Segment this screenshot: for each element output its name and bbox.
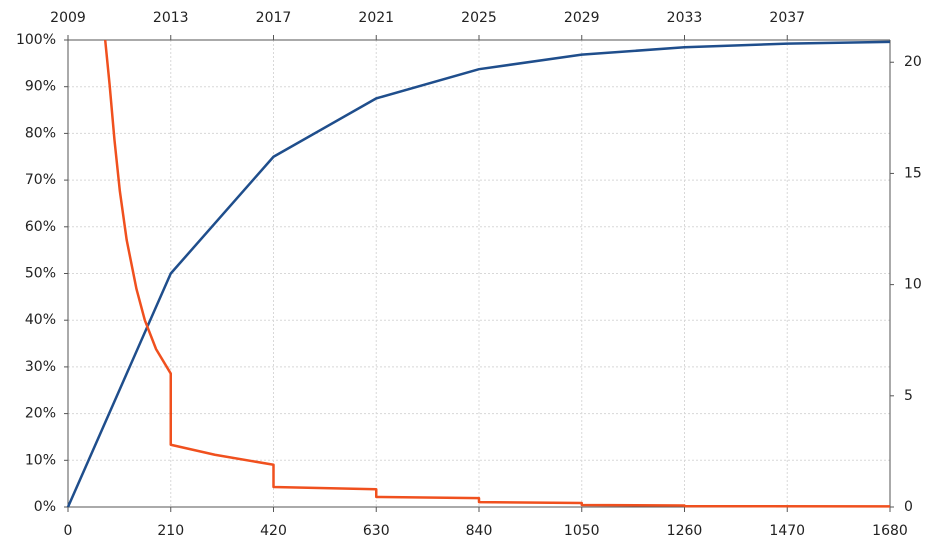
series-line bbox=[103, 39, 891, 508]
y2-tick-label: 15 bbox=[904, 165, 922, 181]
x-tick-label: 1470 bbox=[769, 523, 805, 539]
y-tick-label: 0% bbox=[34, 499, 56, 515]
y-tick-label: 100% bbox=[16, 32, 56, 48]
x2-tick-label: 2029 bbox=[564, 10, 600, 26]
y-tick-label: 50% bbox=[25, 266, 56, 282]
y-tick-label: 70% bbox=[25, 172, 56, 188]
series-line bbox=[66, 40, 891, 508]
x-tick-label: 1680 bbox=[872, 523, 908, 539]
x-tick-label: 210 bbox=[157, 523, 184, 539]
y-tick-label: 60% bbox=[25, 219, 56, 235]
y-tick-label: 20% bbox=[25, 406, 56, 422]
y2-tick-label: 0 bbox=[904, 499, 913, 515]
y-tick-label: 90% bbox=[25, 79, 56, 95]
x2-tick-label: 2037 bbox=[769, 10, 805, 26]
x2-tick-label: 2017 bbox=[256, 10, 292, 26]
y2-tick-label: 20 bbox=[904, 54, 922, 70]
y-tick-label: 30% bbox=[25, 359, 56, 375]
x2-tick-label: 2033 bbox=[667, 10, 703, 26]
x2-tick-label: 2009 bbox=[50, 10, 86, 26]
x-tick-label: 840 bbox=[466, 523, 493, 539]
y-tick-label: 40% bbox=[25, 312, 56, 328]
x-tick-label: 1260 bbox=[667, 523, 703, 539]
x2-tick-label: 2025 bbox=[461, 10, 497, 26]
x-tick-label: 630 bbox=[363, 523, 390, 539]
y2-tick-label: 10 bbox=[904, 277, 922, 293]
x-tick-label: 0 bbox=[64, 523, 73, 539]
x-tick-label: 420 bbox=[260, 523, 287, 539]
y-tick-label: 80% bbox=[25, 125, 56, 141]
x2-tick-label: 2021 bbox=[358, 10, 394, 26]
x-tick-label: 1050 bbox=[564, 523, 600, 539]
y2-tick-label: 5 bbox=[904, 388, 913, 404]
y-tick-label: 10% bbox=[25, 452, 56, 468]
x2-tick-label: 2013 bbox=[153, 10, 189, 26]
